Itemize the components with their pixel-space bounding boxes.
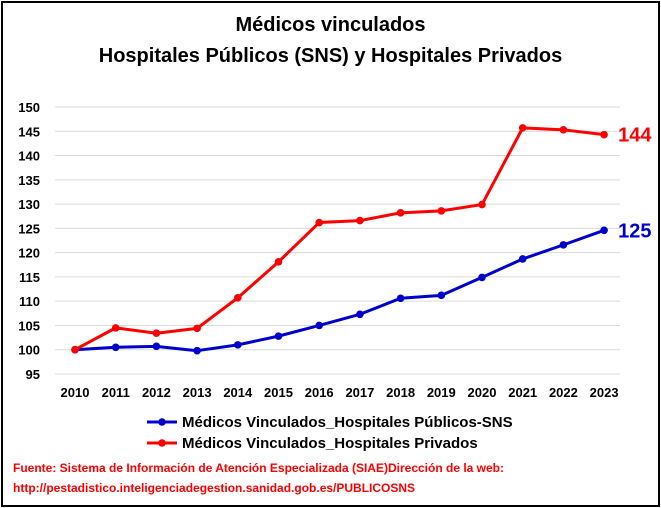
data-point — [559, 126, 568, 134]
data-point — [193, 346, 201, 355]
x-tick-label: 2016 — [305, 385, 334, 400]
data-point — [356, 310, 364, 319]
data-point — [315, 321, 324, 330]
y-tick-label: 120 — [18, 246, 40, 261]
data-point — [600, 130, 608, 139]
legend-label: Médicos Vinculados_Hospitales Públicos-S… — [182, 414, 513, 431]
y-tick-label: 110 — [19, 294, 40, 309]
y-tick-label: 135 — [18, 173, 40, 188]
y-tick-label: 115 — [19, 270, 40, 285]
series-line-0 — [74, 228, 605, 353]
data-point — [437, 207, 446, 215]
x-tick-label: 2021 — [508, 385, 537, 400]
end-value-label: 144 — [618, 125, 652, 147]
data-point — [396, 294, 405, 303]
data-point — [111, 324, 120, 332]
data-point — [478, 273, 486, 282]
x-tick-label: 2018 — [386, 385, 415, 400]
x-tick-label: 2012 — [142, 385, 171, 400]
data-point — [396, 209, 405, 217]
data-point — [234, 341, 242, 349]
data-point — [559, 241, 568, 249]
x-tick-label: 2017 — [345, 385, 374, 400]
data-point — [234, 293, 242, 302]
y-tick-label: 145 — [18, 124, 40, 139]
x-tick-label: 2014 — [223, 385, 253, 400]
data-point — [71, 345, 79, 354]
chart-subtitle: Hospitales Públicos (SNS) y Hospitales P… — [98, 45, 563, 67]
series-group: 125 144 — [71, 124, 652, 355]
x-tick-label: 2010 — [61, 385, 90, 400]
gridlines — [55, 106, 620, 375]
data-point — [152, 329, 161, 338]
data-point — [437, 291, 446, 300]
source-line-1: Fuente: Sistema de Información de Atenci… — [13, 461, 505, 475]
data-point — [518, 124, 527, 132]
x-axis-ticks: 2010 2011 2012 2013 2014 2015 2016 2017 2018 2019… — [61, 385, 619, 400]
data-point — [152, 342, 161, 351]
legend-swatch-marker — [158, 439, 166, 447]
source-line-2: http://pestadistico.inteligenciadegestio… — [13, 481, 416, 495]
data-point — [518, 255, 527, 263]
data-point — [315, 218, 324, 227]
x-tick-label: 2013 — [183, 385, 212, 400]
legend: Médicos Vinculados_Hospitales Públicos-S… — [147, 414, 513, 452]
data-point — [356, 216, 364, 225]
x-tick-label: 2020 — [468, 385, 497, 400]
y-tick-label: 125 — [18, 221, 40, 236]
data-point — [478, 200, 486, 209]
data-point — [600, 226, 608, 235]
data-point — [111, 343, 120, 352]
x-tick-label: 2022 — [549, 385, 578, 400]
data-point — [193, 324, 201, 333]
chart-title: Médicos vinculados — [235, 14, 426, 36]
y-tick-label: 150 — [18, 100, 40, 115]
x-tick-label: 2015 — [264, 385, 293, 400]
end-value-label: 125 — [618, 220, 651, 242]
y-tick-label: 105 — [18, 318, 40, 333]
legend-swatch-marker — [158, 418, 166, 426]
y-tick-label: 130 — [18, 197, 40, 212]
data-point — [274, 332, 283, 340]
legend-label: Médicos Vinculados_Hospitales Privados — [182, 435, 478, 452]
x-tick-label: 2023 — [590, 385, 619, 400]
y-tick-label: 100 — [18, 343, 40, 358]
y-axis-ticks: 95 100 105 110 115 120 125 130 135 140 145 150 — [18, 100, 40, 382]
x-tick-label: 2011 — [102, 385, 130, 400]
y-tick-label: 95 — [26, 367, 40, 382]
y-tick-label: 140 — [18, 149, 40, 164]
series-line-1 — [74, 126, 605, 352]
data-point — [274, 258, 283, 266]
x-tick-label: 2019 — [427, 385, 456, 400]
